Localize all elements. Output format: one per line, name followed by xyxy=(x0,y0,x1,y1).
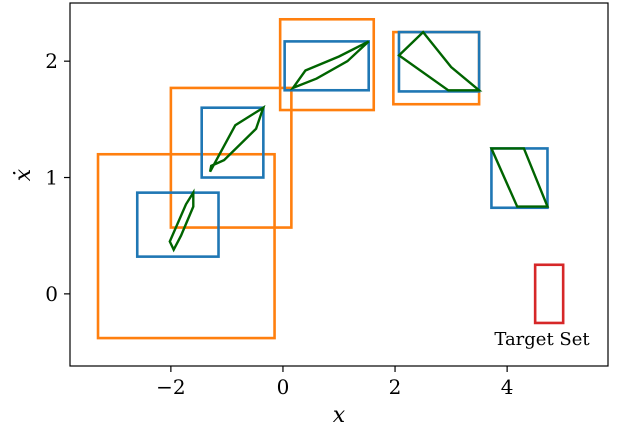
x-tick-label-0: −2 xyxy=(156,375,185,399)
target-set-label: Target Set xyxy=(494,329,590,350)
y-tick-label-1: 1 xyxy=(45,166,58,190)
plot-area xyxy=(96,17,565,340)
inner-box-1 xyxy=(200,106,265,179)
x-tick-label-1: 0 xyxy=(277,375,290,399)
reach-set-polygon-0 xyxy=(168,188,195,253)
inner-box-2 xyxy=(283,40,371,92)
y-tick-label-2: 2 xyxy=(45,49,58,73)
reach-set-polygon-4 xyxy=(489,147,550,208)
outer-box-2 xyxy=(278,17,376,112)
outer-box-1 xyxy=(169,86,293,229)
x-tick-label-2: 2 xyxy=(389,375,402,399)
reach-set-polygon-3 xyxy=(397,30,483,92)
inner-box-0 xyxy=(135,191,220,258)
inner-box-3 xyxy=(397,30,481,93)
x-axis-label: x xyxy=(333,403,346,428)
inner-box-4 xyxy=(490,147,549,210)
outer-box-0 xyxy=(96,152,276,340)
reach-set-polygon-1 xyxy=(208,104,266,173)
x-tick-label-3: 4 xyxy=(501,375,514,399)
y-axis-label: ẋ xyxy=(11,168,36,181)
plot-frame xyxy=(69,2,609,367)
reach-set-polygon-2 xyxy=(289,40,370,91)
axes: −2 0 2 4 0 1 2 xyxy=(45,2,609,399)
target-set-box xyxy=(533,263,565,325)
y-tick-label-0: 0 xyxy=(45,282,58,306)
outer-box-3 xyxy=(392,30,481,106)
